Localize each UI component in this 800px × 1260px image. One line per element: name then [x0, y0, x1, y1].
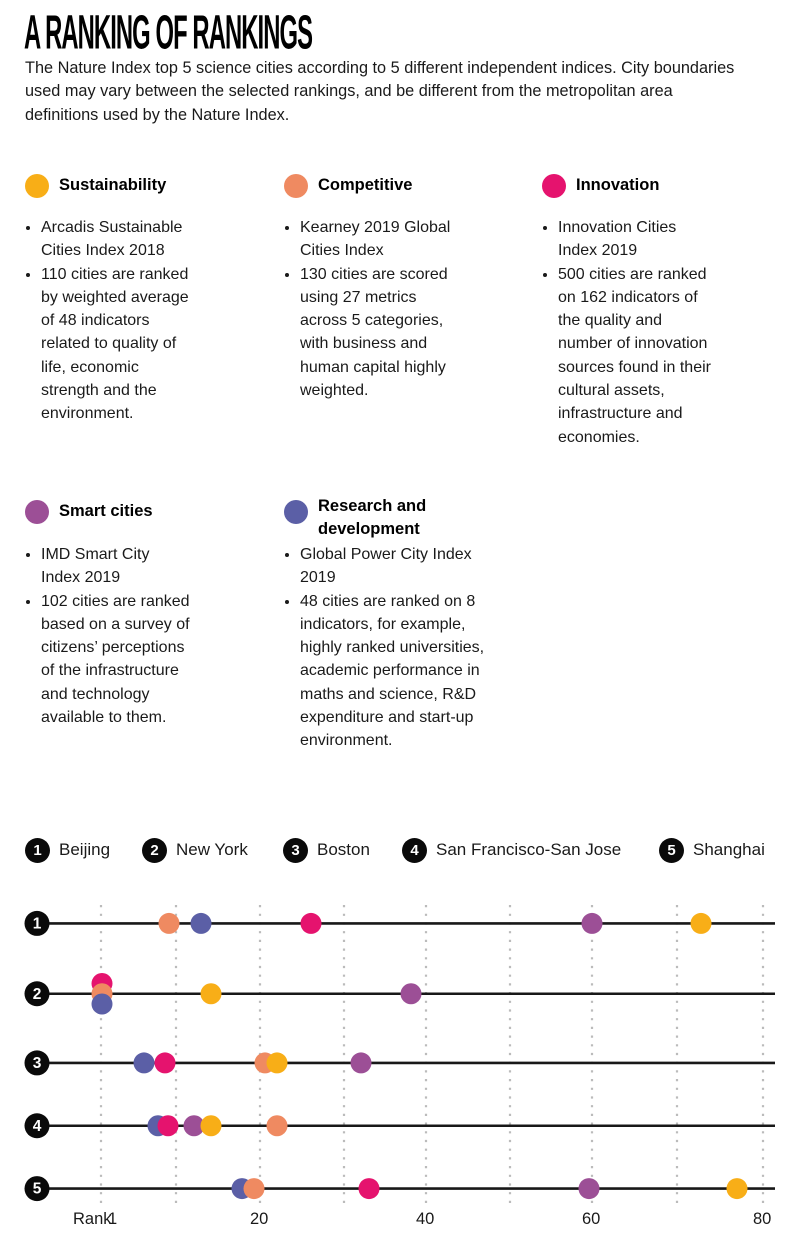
svg-text:4: 4: [33, 1118, 42, 1135]
svg-text:2: 2: [33, 986, 42, 1003]
svg-text:5: 5: [33, 1181, 42, 1198]
svg-text:3: 3: [33, 1055, 42, 1072]
svg-text:1: 1: [33, 915, 42, 932]
